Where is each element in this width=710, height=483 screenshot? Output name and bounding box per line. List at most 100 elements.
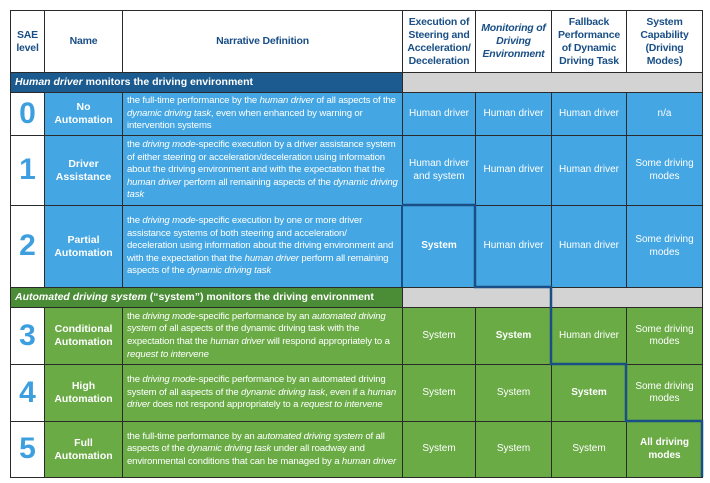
level-number: 1 [10, 135, 45, 206]
execution-cell: System [402, 421, 476, 478]
level-name: Driver Assistance [44, 135, 123, 206]
monitoring-cell: Human driver [475, 135, 552, 206]
definition-text: driving mode [142, 374, 196, 386]
level-name: Partial Automation [44, 205, 123, 288]
definition-text: -specific execution by one or more drive… [127, 215, 394, 264]
definition-text: dynamic driving task [127, 176, 398, 201]
definition-text: request to intervene [300, 399, 383, 411]
definition-text: the [127, 215, 143, 227]
level-definition: the driving mode-specific performance by… [122, 307, 403, 365]
definition-text: human driver [341, 455, 397, 467]
section-header-row: Automated driving system (“system”) moni… [10, 287, 703, 308]
monitoring-cell: System [475, 364, 552, 422]
fallback-cell: Human driver [551, 205, 627, 288]
definition-text: , even when enhanced by warning or inter… [127, 107, 363, 132]
definition-text: automated driving system [257, 430, 363, 442]
section-label-text: Human driver [15, 76, 83, 89]
capability-cell: Some driving modes [626, 307, 703, 365]
capability-cell: Some driving modes [626, 364, 703, 422]
definition-text: the full-time performance by the [127, 95, 260, 107]
capability-cell: n/a [626, 92, 703, 136]
definition-text: under all roadway and environmental cond… [127, 443, 365, 467]
definition-text: -specific performance by an [195, 310, 312, 322]
definition-text: driving mode [142, 310, 196, 322]
definition-text: the [127, 139, 143, 151]
header-row: SAE level Name Narrative Definition Exec… [10, 10, 703, 73]
capability-cell: Some driving modes [626, 205, 703, 288]
definition-text: dynamic driving task [187, 443, 272, 455]
definition-text: request to intervene [127, 348, 209, 360]
definition-text: dynamic driving task [241, 386, 325, 398]
definition-text: human driver [259, 95, 314, 107]
definition-text: human driver [244, 252, 299, 264]
sae-levels-table-container: SAE level Name Narrative Definition Exec… [10, 10, 704, 478]
definition-text: perform all remaining aspects of the [127, 252, 389, 277]
definition-text: , even if a [324, 386, 368, 398]
header-execution: Execution of Steering and Acceleration/ … [402, 10, 476, 73]
section-header-row: Human driver monitors the driving enviro… [10, 72, 703, 93]
header-monitoring: Monitoring of Driving Environment [475, 10, 552, 73]
fallback-cell: System [551, 421, 627, 478]
definition-text: of all aspects of the [127, 430, 385, 455]
level-row-4: 4 High Automation the driving mode-specifi… [10, 364, 703, 422]
level-name: High Automation [44, 364, 123, 422]
execution-cell: Human driver and system [402, 135, 476, 206]
definition-text: human driver [127, 386, 397, 411]
definition-text: -specific execution by a driver assistan… [127, 139, 396, 176]
level-number: 2 [10, 205, 45, 288]
level-number: 4 [10, 364, 45, 422]
sae-levels-table: SAE level Name Narrative Definition Exec… [10, 10, 703, 478]
monitoring-cell: Human driver [475, 92, 552, 136]
level-name: Full Automation [44, 421, 123, 478]
definition-text: automated driving system [127, 310, 386, 335]
level-number: 0 [10, 92, 45, 136]
execution-cell: System [402, 307, 476, 365]
level-name: Conditional Automation [44, 307, 123, 365]
fallback-cell: System [551, 364, 627, 422]
fallback-cell: Human driver [551, 307, 627, 365]
definition-text: of all aspects of the [313, 95, 396, 107]
level-number: 3 [10, 307, 45, 365]
monitoring-cell: System [475, 307, 552, 365]
section-label-text: (“system”) monitors the driving environm… [146, 291, 374, 304]
section-label: Human driver monitors the driving enviro… [10, 72, 403, 93]
definition-text: driving mode [142, 215, 196, 227]
definition-text: the [127, 310, 143, 322]
header-definition: Narrative Definition [122, 10, 403, 73]
fallback-cell: Human driver [551, 135, 627, 206]
level-definition: the driving mode-specific execution by a… [122, 135, 403, 206]
fallback-cell: Human driver [551, 92, 627, 136]
definition-text: dynamic driving task [127, 107, 211, 119]
level-definition: the driving mode-specific performance by… [122, 364, 403, 422]
level-definition: the full-time performance by the human d… [122, 92, 403, 136]
level-row-0: 0 No Automation the full-time performance … [10, 92, 703, 136]
execution-cell: Human driver [402, 92, 476, 136]
level-row-1: 1 Driver Assistance the driving mode-speci… [10, 135, 703, 206]
capability-cell: All driving modes [626, 421, 703, 478]
section-filler [402, 287, 552, 308]
definition-text: human driver [127, 176, 182, 188]
definition-text: perform all remaining aspects of the [181, 176, 334, 188]
level-definition: the driving mode-specific execution by o… [122, 205, 403, 288]
level-definition: the full-time performance by an automate… [122, 421, 403, 478]
execution-cell: System [402, 364, 476, 422]
definition-text: the [127, 374, 143, 386]
definition-text: human driver [210, 336, 265, 347]
level-row-3: 3 Conditional Automation the driving mode-… [10, 307, 703, 365]
capability-cell: Some driving modes [626, 135, 703, 206]
header-sae-level: SAE level [10, 10, 45, 73]
section-label-text: Automated driving system [15, 291, 147, 304]
definition-text: -specific performance by an automated dr… [127, 374, 386, 398]
section-filler [551, 287, 703, 308]
header-name: Name [44, 10, 123, 73]
header-fallback: Fallback Performance of Dynamic Driving … [551, 10, 627, 73]
definition-text: the full-time performance by an [127, 430, 258, 442]
definition-text: does not respond appropriately to a [150, 399, 301, 411]
definition-text: dynamic driving task [187, 265, 272, 277]
monitoring-cell: System [475, 421, 552, 478]
header-capability: System Capability (Driving Modes) [626, 10, 703, 73]
level-number: 5 [10, 421, 45, 478]
level-row-5: 5 Full Automation the full-time performanc… [10, 421, 703, 478]
definition-text: driving mode [142, 139, 196, 151]
section-label: Automated driving system (“system”) moni… [10, 287, 403, 308]
